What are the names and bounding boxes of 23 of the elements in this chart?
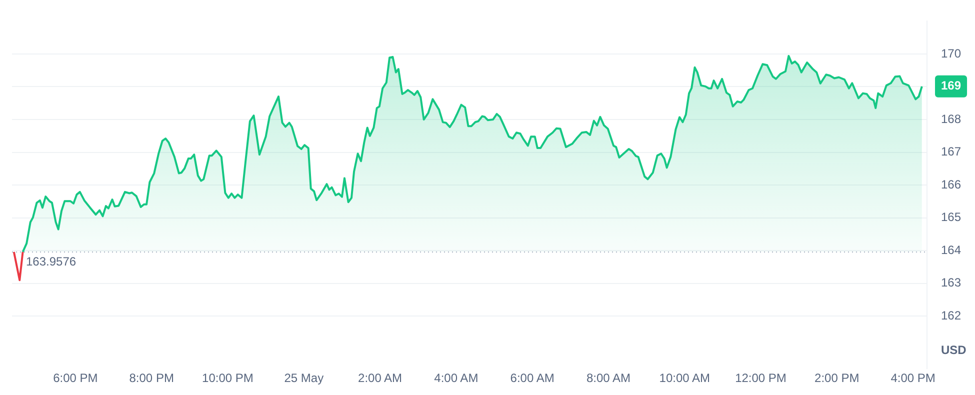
x-tick-label: 2:00 AM [358,371,402,386]
y-tick-label: 167 [941,144,962,159]
y-tick-label: 166 [941,177,962,192]
x-tick-label: 12:00 PM [735,371,786,386]
y-tick-label: 165 [941,210,962,224]
y-tick-label: 170 [941,46,962,60]
annotation: 169 [941,78,962,93]
x-tick-label: 10:00 PM [202,371,254,386]
x-tick-label: 4:00 PM [890,371,936,386]
x-tick-label: 6:00 PM [53,371,98,386]
x-tick-label: 10:00 AM [659,371,710,386]
x-tick-label: 2:00 PM [814,371,860,386]
x-tick-label: 8:00 AM [586,371,630,386]
y-tick-label: 168 [941,112,962,126]
y-tick-label: 162 [941,308,962,322]
x-tick-label: 4:00 AM [434,371,478,386]
ref-line-label: 163.9576 [26,254,76,268]
y-tick-label: 164 [941,242,962,257]
x-tick-label: 8:00 PM [129,371,174,386]
x-tick-label: 6:00 AM [510,371,554,386]
x-tick-label: 25 May [284,371,324,386]
y-axis-title: USD [941,342,967,357]
y-tick-label: 163 [941,276,962,290]
